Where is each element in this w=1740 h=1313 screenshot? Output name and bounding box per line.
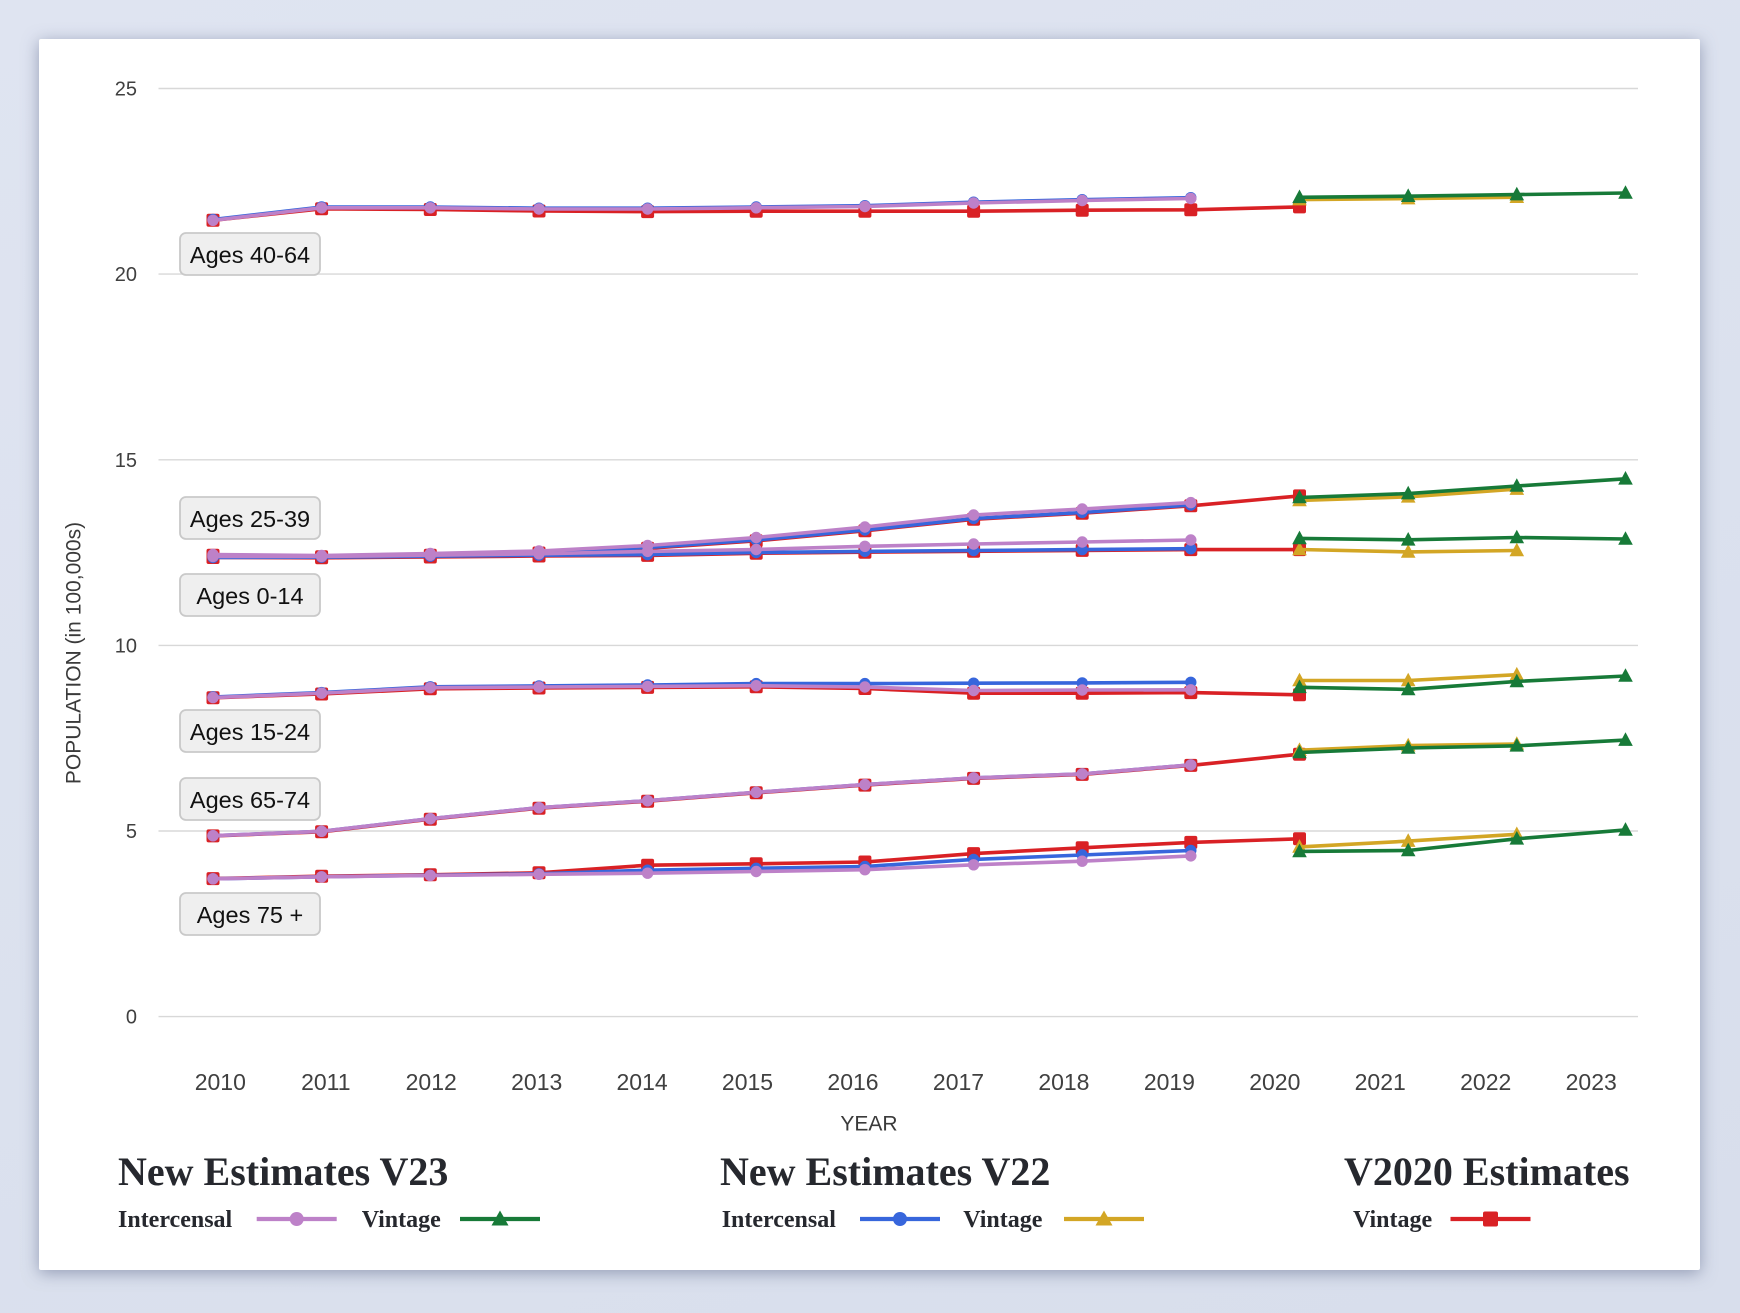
svg-text:2014: 2014: [617, 1069, 668, 1095]
svg-text:2016: 2016: [827, 1069, 878, 1095]
svg-text:POPULATION (in 100,000s): POPULATION (in 100,000s): [63, 522, 86, 784]
svg-text:25: 25: [115, 79, 137, 101]
svg-text:New Estimates V23: New Estimates V23: [118, 1149, 448, 1194]
svg-text:15: 15: [115, 450, 137, 472]
svg-text:Ages 15-24: Ages 15-24: [190, 719, 310, 745]
svg-text:Vintage: Vintage: [1353, 1207, 1432, 1233]
svg-text:V2020 Estimates: V2020 Estimates: [1344, 1149, 1630, 1194]
svg-text:2017: 2017: [933, 1069, 984, 1095]
svg-text:10: 10: [115, 635, 137, 657]
svg-text:Ages 65-74: Ages 65-74: [190, 787, 310, 813]
svg-text:2011: 2011: [301, 1069, 350, 1095]
svg-text:Ages 25-39: Ages 25-39: [190, 506, 310, 532]
svg-text:2013: 2013: [511, 1069, 562, 1095]
svg-text:Intercensal: Intercensal: [118, 1207, 233, 1233]
svg-text:2012: 2012: [406, 1069, 457, 1095]
svg-text:2020: 2020: [1249, 1069, 1300, 1095]
svg-text:2015: 2015: [722, 1069, 773, 1095]
svg-text:2010: 2010: [195, 1069, 246, 1095]
svg-text:Intercensal: Intercensal: [722, 1207, 837, 1233]
svg-text:Vintage: Vintage: [963, 1207, 1042, 1233]
svg-text:Ages 40-64: Ages 40-64: [190, 242, 310, 268]
svg-text:20: 20: [115, 264, 137, 286]
svg-text:Vintage: Vintage: [362, 1207, 441, 1233]
svg-text:2021: 2021: [1355, 1069, 1406, 1095]
svg-text:2019: 2019: [1144, 1069, 1195, 1095]
svg-text:YEAR: YEAR: [840, 1113, 897, 1136]
svg-text:0: 0: [126, 1007, 137, 1029]
svg-text:Ages 75 +: Ages 75 +: [197, 902, 303, 928]
svg-text:2022: 2022: [1460, 1069, 1511, 1095]
svg-text:New Estimates V22: New Estimates V22: [720, 1149, 1050, 1194]
svg-text:2023: 2023: [1566, 1069, 1617, 1095]
svg-text:2018: 2018: [1038, 1069, 1089, 1095]
svg-text:5: 5: [126, 821, 137, 843]
svg-text:Ages 0-14: Ages 0-14: [196, 583, 303, 609]
